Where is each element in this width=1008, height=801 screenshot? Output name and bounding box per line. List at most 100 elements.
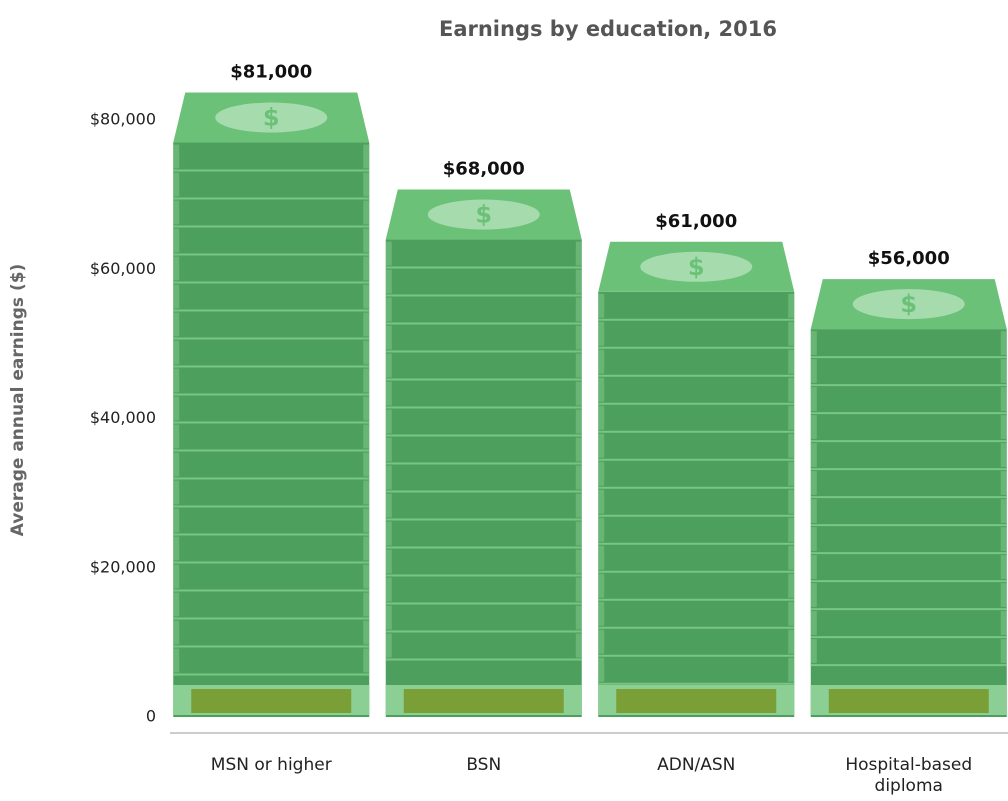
bill-side	[575, 381, 582, 406]
top-bill-oval	[427, 199, 540, 230]
value-label: $61,000	[655, 211, 737, 232]
bill-side	[173, 340, 180, 365]
y-tick-label: 0	[146, 707, 156, 726]
bill-side	[173, 228, 180, 253]
top-bill-oval	[640, 251, 753, 282]
top-bill-oval	[852, 289, 965, 320]
bill-side	[173, 312, 180, 337]
bill-side	[363, 396, 370, 421]
bill-side	[598, 545, 605, 570]
bill-side	[363, 228, 370, 253]
bill-side	[598, 433, 605, 458]
bill-side	[788, 433, 795, 458]
dollar-sign: $	[688, 253, 705, 281]
bill-side	[385, 269, 392, 294]
bill-side	[575, 493, 582, 518]
bill-side	[173, 424, 180, 449]
y-tick-label: $80,000	[90, 110, 156, 129]
bill-side	[1000, 415, 1007, 440]
bill-side	[173, 592, 180, 617]
bill-side	[363, 200, 370, 225]
bill-side	[788, 321, 795, 346]
bill-side	[788, 349, 795, 374]
bill-band-inner	[828, 689, 989, 713]
bill-side	[363, 256, 370, 281]
bill-side	[385, 241, 392, 266]
bill-side	[788, 629, 795, 654]
bill-side	[363, 564, 370, 589]
bill-side	[385, 577, 392, 602]
value-label: $81,000	[230, 62, 312, 83]
bill-side	[173, 172, 180, 197]
dollar-sign: $	[475, 201, 492, 229]
bill-side	[598, 377, 605, 402]
bill-side	[810, 471, 817, 496]
bill-side	[575, 269, 582, 294]
bill-side	[575, 241, 582, 266]
bill-side	[385, 437, 392, 462]
bill-side	[788, 489, 795, 514]
dollar-sign: $	[900, 290, 917, 318]
bill-side	[788, 545, 795, 570]
x-tick-label: MSN or higher	[210, 755, 332, 775]
bill-side	[173, 284, 180, 309]
chart-title: Earnings by education, 2016	[439, 17, 777, 41]
bill-side	[598, 629, 605, 654]
bill-side	[1000, 583, 1007, 608]
bill-side	[385, 465, 392, 490]
bill-side	[1000, 527, 1007, 552]
y-tick-label: $20,000	[90, 557, 156, 576]
value-label: $56,000	[868, 248, 950, 269]
bill-side	[598, 461, 605, 486]
bill-side	[810, 583, 817, 608]
x-tick-label: Hospital-based diploma	[845, 755, 973, 796]
bill-side	[575, 577, 582, 602]
bill-side	[363, 648, 370, 673]
bill-side	[363, 620, 370, 645]
bill-side	[385, 325, 392, 350]
bill-side	[173, 368, 180, 393]
bill-side	[385, 605, 392, 630]
bill-side	[363, 312, 370, 337]
bill-side	[788, 601, 795, 626]
bill-side	[810, 359, 817, 384]
bill-side	[810, 611, 817, 636]
bill-side	[173, 200, 180, 225]
bill-side	[788, 293, 795, 318]
bill-side	[385, 493, 392, 518]
bill-side	[598, 573, 605, 598]
bill-side	[810, 499, 817, 524]
bill-side	[598, 405, 605, 430]
bill-side	[598, 601, 605, 626]
money-stack: $	[810, 279, 1007, 717]
bill-side	[575, 549, 582, 574]
bill-side	[788, 405, 795, 430]
money-stack: $	[173, 92, 370, 718]
bill-band-inner	[191, 689, 352, 713]
bill-side	[598, 489, 605, 514]
bill-side	[598, 349, 605, 374]
bill-side	[598, 657, 605, 682]
bill-side	[575, 353, 582, 378]
bill-side	[1000, 555, 1007, 580]
bill-side	[173, 256, 180, 281]
bill-side	[363, 508, 370, 533]
bill-side	[810, 387, 817, 412]
bill-side	[173, 536, 180, 561]
bill-side	[363, 284, 370, 309]
bill-side	[810, 443, 817, 468]
bill-side	[173, 564, 180, 589]
bill-side	[810, 555, 817, 580]
bill-side	[1000, 387, 1007, 412]
bill-side	[810, 331, 817, 356]
bar	[810, 329, 1007, 717]
bill-side	[788, 517, 795, 542]
x-tick-label: BSN	[466, 755, 502, 775]
bill-side	[385, 409, 392, 434]
money-stack: $	[385, 189, 582, 718]
bill-side	[173, 480, 180, 505]
bill-side	[788, 657, 795, 682]
bill-band-inner	[403, 689, 564, 713]
